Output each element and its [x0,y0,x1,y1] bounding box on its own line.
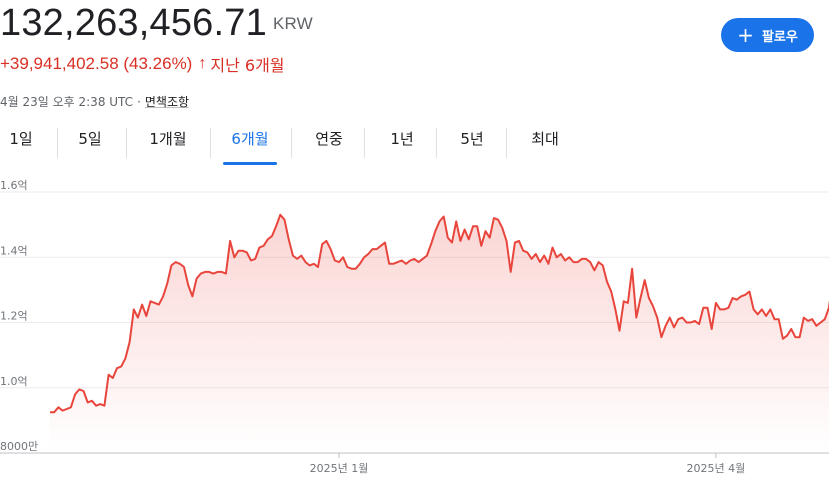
timestamp-row: 4월 23일 오후 2:38 UTC · 면책조항 [0,93,189,110]
tab-divider [506,128,507,158]
y-tick-label: 1.6억 [0,179,28,192]
tab-1-month[interactable]: 1개월 [135,128,201,162]
tab-label: 1년 [390,130,414,148]
y-tick-label: 1.2억 [0,310,28,323]
current-price: 132,263,456.71 [0,2,267,44]
price-header: 132,263,456.71 KRW [0,2,313,45]
tab-label: 최대 [531,130,559,148]
time-range-tabs: 1일 5일 1개월 6개월 연중 1년 5년 최대 [0,128,829,165]
tab-divider [210,128,211,158]
price-area-fill [50,214,829,453]
tab-max[interactable]: 최대 [518,128,572,162]
x-tick-label: 2025년 4월 [687,462,746,475]
follow-button[interactable]: + 팔로우 [721,18,814,52]
arrow-up-icon: ↑ [198,55,207,72]
tab-divider [364,128,365,158]
tab-label: 5년 [460,130,484,148]
x-axis-labels: 2025년 1월 2025년 4월 [310,453,746,475]
tab-divider [57,128,58,158]
change-value: +39,941,402.58 (43.26%) [0,54,193,73]
y-tick-label: 1.0억 [0,375,28,388]
active-tab-indicator [223,162,277,165]
timestamp: 4월 23일 오후 2:38 UTC [0,95,134,109]
change-period: 지난 6개월 [210,56,285,75]
y-tick-label: 1.4억 [0,244,28,257]
disclaimer-link[interactable]: 면책조항 [144,95,190,109]
tab-1-day[interactable]: 1일 [0,128,42,162]
price-line [50,213,829,414]
tab-divider [436,128,437,158]
tab-label: 1일 [9,130,33,148]
tab-6-month[interactable]: 6개월 [223,128,277,165]
tab-label: 6개월 [231,130,269,148]
price-chart[interactable]: 1.6억 1.4억 1.2억 1.0억 8000만 2025년 1월 2025년 4월 [0,170,829,491]
tab-label: 연중 [315,130,343,148]
y-axis-labels: 1.6억 1.4억 1.2억 1.0억 8000만 [0,179,38,453]
tab-divider [291,128,292,158]
tab-ytd[interactable]: 연중 [303,128,355,162]
price-change: +39,941,402.58 (43.26%) ↑ 지난 6개월 [0,52,285,76]
tab-5-year[interactable]: 5년 [448,128,496,162]
x-tick-label: 2025년 1월 [310,462,369,475]
currency-label: KRW [272,14,313,33]
tab-5-day[interactable]: 5일 [66,128,114,162]
follow-label: 팔로우 [761,29,798,45]
separator-dot: · [137,95,141,109]
tab-divider [126,128,127,158]
tab-label: 1개월 [149,130,187,148]
tab-label: 5일 [78,130,102,148]
y-tick-label: 8000만 [0,440,38,453]
plus-icon: + [737,23,754,47]
tab-1-year[interactable]: 1년 [378,128,426,162]
